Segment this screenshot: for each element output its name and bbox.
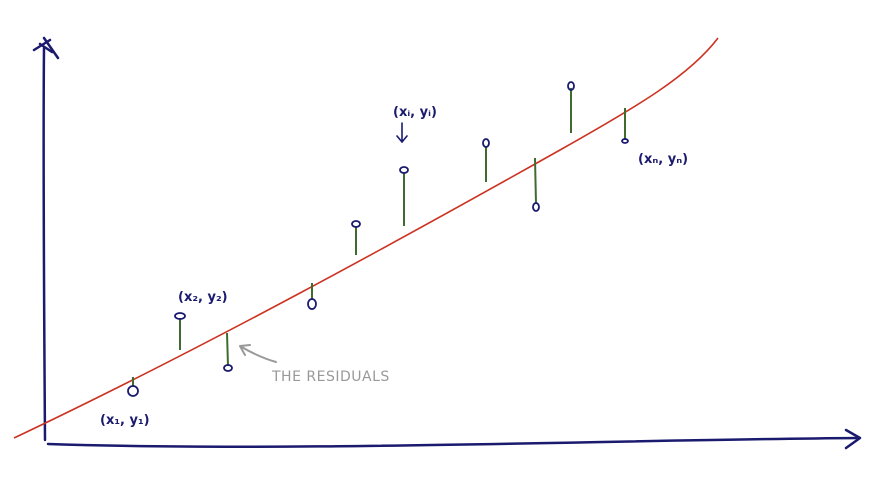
data-point-5 <box>351 220 361 228</box>
label-point-second: (x₂, y₂) <box>178 290 228 305</box>
regression-line <box>13 37 719 439</box>
y-axis <box>42 46 47 442</box>
residuals-label: THE RESIDUALS <box>271 369 390 385</box>
point-i-arrow <box>396 122 408 144</box>
data-point-1 <box>127 385 139 397</box>
y-axis-arrowhead <box>32 36 60 60</box>
data-points <box>127 81 629 397</box>
label-point-n: (xₙ, yₙ) <box>638 152 688 167</box>
residuals <box>132 88 626 387</box>
data-point-8 <box>532 202 540 212</box>
data-point-2 <box>174 312 186 320</box>
residuals-arrow <box>239 344 277 363</box>
data-point-3 <box>223 364 233 372</box>
data-point-9 <box>567 81 575 91</box>
data-point-6 <box>399 166 409 174</box>
data-point-7 <box>482 138 490 148</box>
residual-3 <box>226 332 229 367</box>
x-axis <box>46 436 860 448</box>
x-axis-arrowhead <box>844 428 862 450</box>
residual-8 <box>534 157 537 205</box>
label-point-first: (x₁, y₁) <box>100 413 150 428</box>
label-point-i: (xᵢ, yᵢ) <box>393 105 437 120</box>
data-point-10 <box>621 138 629 144</box>
data-point-4 <box>307 298 317 310</box>
